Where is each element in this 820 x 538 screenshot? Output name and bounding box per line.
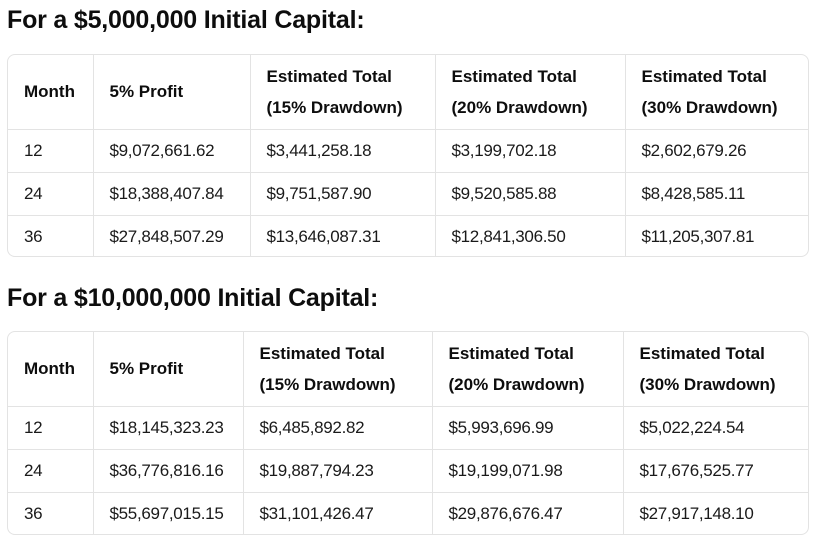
capital-table-10m: Month 5% Profit Estimated Total (15% Draw…	[7, 331, 809, 535]
cell-profit: $18,388,407.84	[93, 172, 251, 216]
cell-profit: $55,697,015.15	[93, 492, 244, 534]
cell-15-drawdown: $31,101,426.47	[243, 492, 433, 534]
cell-20-drawdown: $29,876,676.47	[432, 492, 624, 534]
cell-month: 12	[8, 129, 94, 173]
cell-30-drawdown: $11,205,307.81	[641, 226, 755, 246]
cell-profit: $9,072,661.62	[93, 129, 251, 173]
cell-30-drawdown: $17,676,525.77	[623, 449, 808, 493]
cell-20-drawdown: $9,520,585.88	[435, 172, 626, 216]
cell-20-drawdown: $12,841,306.50	[435, 215, 626, 256]
column-header-month: Month	[8, 332, 94, 407]
column-header-15-drawdown: Estimated Total (15% Drawdown)	[243, 332, 433, 407]
cell-30-drawdown: $8,428,585.11	[625, 172, 808, 216]
cell-20-drawdown: $5,993,696.99	[432, 406, 624, 450]
table-row: 24 $18,388,407.84 $9,751,587.90 $9,520,5…	[8, 172, 808, 216]
header-row: Month 5% Profit Estimated Total (15% Draw…	[8, 332, 808, 407]
cell-month: 36	[8, 215, 94, 256]
column-header-profit: 5% Profit	[93, 55, 251, 130]
cell-15-drawdown: $13,646,087.31	[250, 215, 436, 256]
cell-30-drawdown: $27,917,148.10	[639, 503, 754, 523]
table-row: 36 $27,848,507.29 $13,646,087.31 $12,841…	[8, 215, 808, 256]
header-row: Month 5% Profit Estimated Total (15% Draw…	[8, 55, 808, 130]
cell-15-drawdown: $19,887,794.23	[243, 449, 433, 493]
column-header-profit: 5% Profit	[93, 332, 244, 407]
cell-month: 36	[8, 492, 94, 534]
table-row: 12 $9,072,661.62 $3,441,258.18 $3,199,70…	[8, 129, 808, 173]
data-table: Month 5% Profit Estimated Total (15% Draw…	[8, 332, 808, 534]
table-row: 12 $18,145,323.23 $6,485,892.82 $5,993,6…	[8, 406, 808, 450]
column-header-month: Month	[8, 55, 94, 130]
cell-month: 24	[8, 172, 94, 216]
table-row: 36 $55,697,015.15 $31,101,426.47 $29,876…	[8, 492, 808, 534]
column-header-20-drawdown: Estimated Total (20% Drawdown)	[432, 332, 624, 407]
cell-profit: $18,145,323.23	[93, 406, 244, 450]
cell-month: 12	[8, 406, 94, 450]
section-title-5m: For a $5,000,000 Initial Capital:	[7, 6, 365, 34]
column-header-20-drawdown: Estimated Total (20% Drawdown)	[435, 55, 626, 130]
cell-30-drawdown: $5,022,224.54	[623, 406, 808, 450]
cell-30-drawdown: $2,602,679.26	[625, 129, 808, 173]
table-row: 24 $36,776,816.16 $19,887,794.23 $19,199…	[8, 449, 808, 493]
column-header-15-drawdown: Estimated Total (15% Drawdown)	[250, 55, 436, 130]
capital-table-5m: Month 5% Profit Estimated Total (15% Draw…	[7, 54, 809, 257]
cell-month: 24	[8, 449, 94, 493]
data-table: Month 5% Profit Estimated Total (15% Draw…	[8, 55, 808, 256]
cell-15-drawdown: $9,751,587.90	[250, 172, 436, 216]
cell-profit: $36,776,816.16	[93, 449, 244, 493]
cell-profit: $27,848,507.29	[93, 215, 251, 256]
cell-15-drawdown: $6,485,892.82	[243, 406, 433, 450]
cell-20-drawdown: $19,199,071.98	[432, 449, 624, 493]
cell-15-drawdown: $3,441,258.18	[250, 129, 436, 173]
section-title-10m: For a $10,000,000 Initial Capital:	[7, 284, 379, 312]
cell-20-drawdown: $3,199,702.18	[435, 129, 626, 173]
column-header-30-drawdown: Estimated Total (30% Drawdown)	[625, 55, 808, 130]
column-header-30-drawdown: Estimated Total (30% Drawdown)	[623, 332, 808, 407]
